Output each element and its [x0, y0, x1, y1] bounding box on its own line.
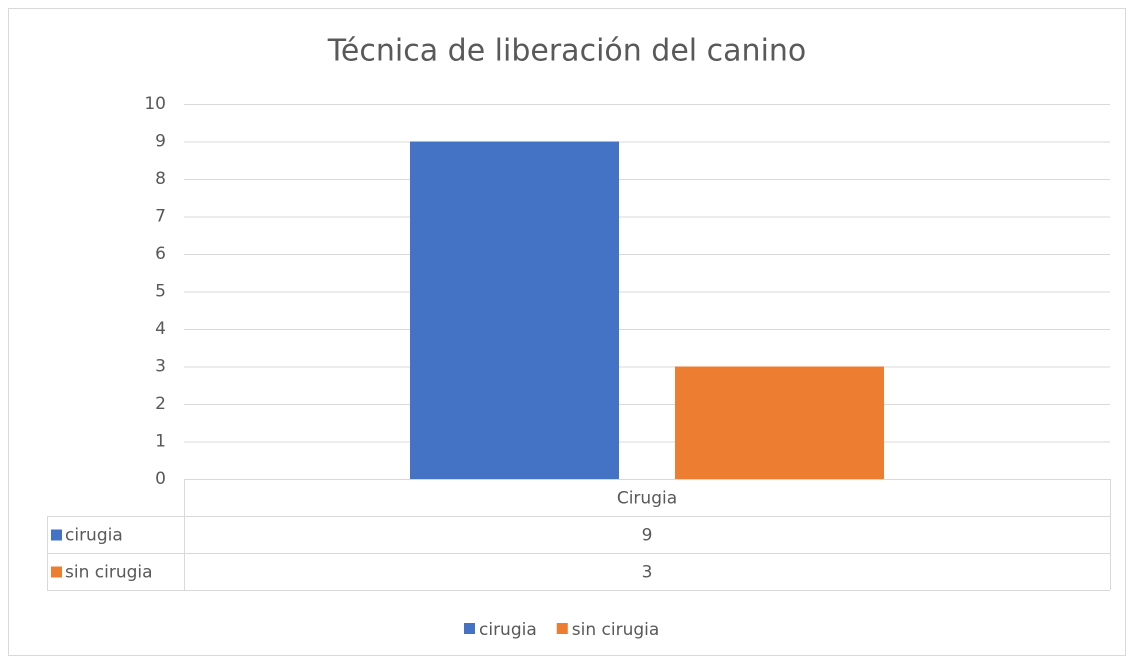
legend-label: cirugia — [479, 620, 537, 640]
chart-title: Técnica de liberación del canino — [327, 34, 807, 69]
bar — [410, 141, 619, 479]
y-tick-label: 4 — [155, 319, 166, 339]
table-row-label: cirugia — [65, 526, 123, 546]
legend-key — [464, 623, 475, 634]
y-tick-label: 7 — [155, 207, 166, 227]
table-value: 9 — [642, 526, 653, 546]
y-tick-label: 8 — [155, 169, 166, 189]
y-tick-label: 9 — [155, 132, 166, 152]
table-row-label: sin cirugia — [65, 563, 153, 583]
table-value: 3 — [642, 563, 653, 583]
y-tick-label: 1 — [155, 432, 166, 452]
table-legend-key — [51, 529, 62, 541]
legend-label: sin cirugia — [572, 620, 660, 640]
x-tick-label: Cirugia — [617, 489, 677, 509]
y-tick-label: 2 — [155, 394, 166, 414]
bar — [675, 366, 884, 479]
y-tick-label: 10 — [144, 94, 166, 114]
table-legend-key — [51, 566, 62, 578]
y-tick-label: 3 — [155, 357, 166, 377]
y-tick-label: 6 — [155, 244, 166, 264]
y-tick-label: 0 — [155, 469, 166, 489]
legend-key — [556, 623, 568, 634]
y-tick-label: 5 — [155, 282, 166, 302]
